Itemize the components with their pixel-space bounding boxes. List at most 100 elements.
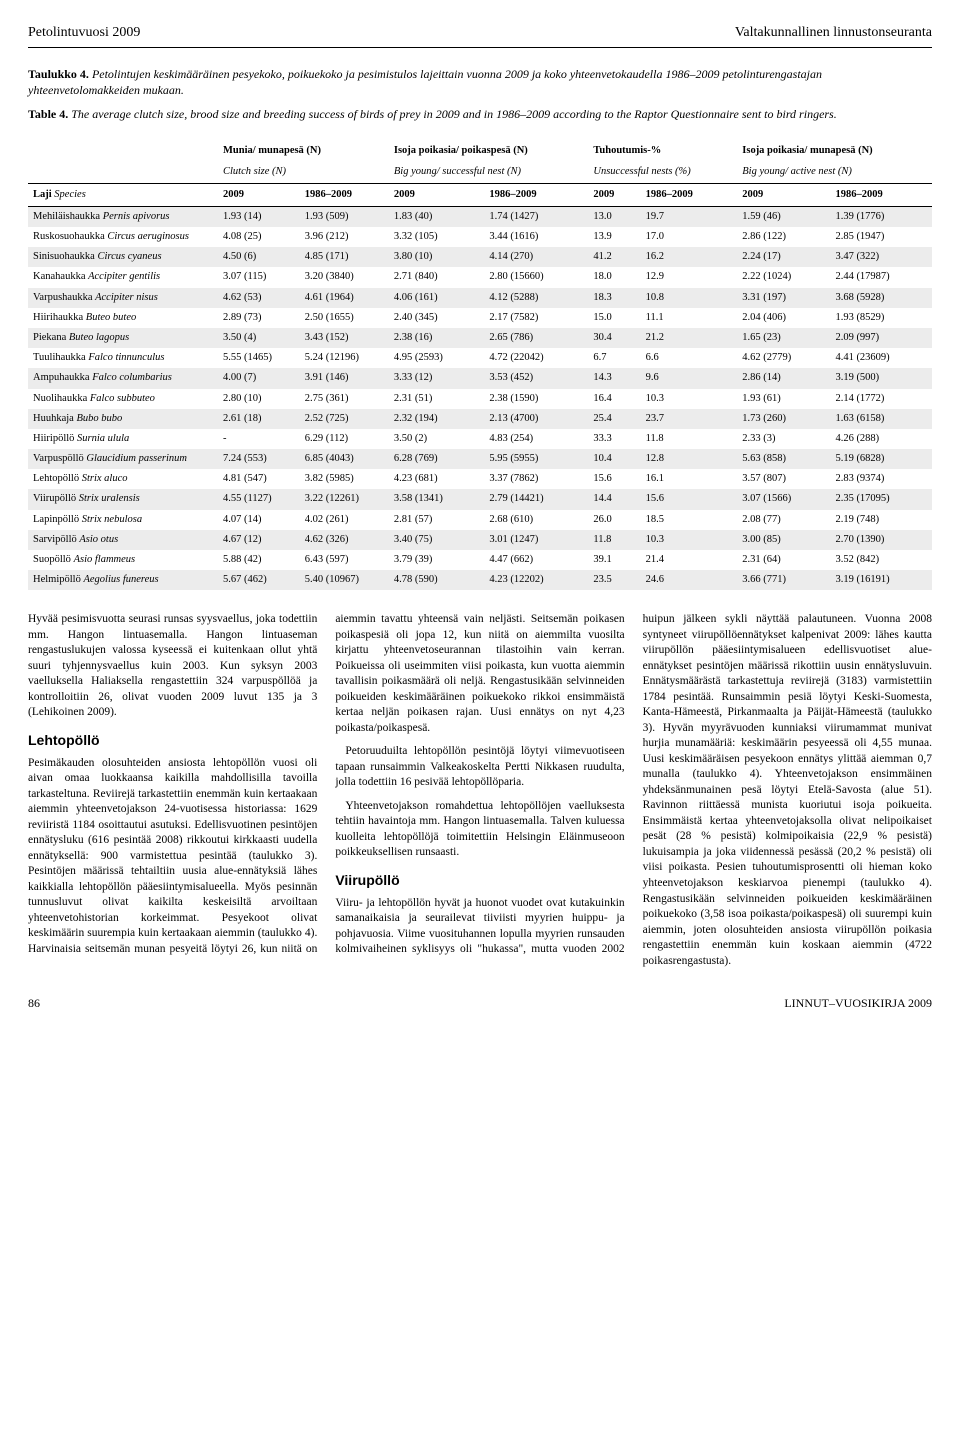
table-row: Varpuspöllö Glaucidium passerinum7.24 (5… bbox=[28, 449, 932, 469]
value-cell: 33.3 bbox=[588, 429, 640, 449]
value-cell: 2.08 (77) bbox=[737, 510, 830, 530]
value-cell: 14.3 bbox=[588, 368, 640, 388]
value-cell: 4.06 (161) bbox=[389, 288, 484, 308]
value-cell: 3.33 (12) bbox=[389, 368, 484, 388]
value-cell: 15.6 bbox=[588, 469, 640, 489]
value-cell: 16.2 bbox=[641, 247, 738, 267]
value-cell: - bbox=[218, 429, 300, 449]
species-cell: Ruskosuohaukka Circus aeruginosus bbox=[28, 227, 218, 247]
value-cell: 1.59 (46) bbox=[737, 206, 830, 227]
value-cell: 3.79 (39) bbox=[389, 550, 484, 570]
table-row: Nuolihaukka Falco subbuteo2.80 (10)2.75 … bbox=[28, 389, 932, 409]
species-cell: Tuulihaukka Falco tinnunculus bbox=[28, 348, 218, 368]
value-cell: 10.3 bbox=[641, 389, 738, 409]
heading-lehtopollo: Lehtopöllö bbox=[28, 731, 317, 750]
value-cell: 3.52 (842) bbox=[830, 550, 932, 570]
colgroup-1-fi: Isoja poikasia/ poikaspesä (N) bbox=[389, 136, 589, 161]
value-cell: 10.4 bbox=[588, 449, 640, 469]
caption-en: Table 4. The average clutch size, brood … bbox=[28, 106, 932, 122]
value-cell: 18.0 bbox=[588, 267, 640, 287]
species-cell: Varpuspöllö Glaucidium passerinum bbox=[28, 449, 218, 469]
value-cell: 3.50 (2) bbox=[389, 429, 484, 449]
value-cell: 2.32 (194) bbox=[389, 409, 484, 429]
year-col-3: 1986–2009 bbox=[484, 183, 588, 206]
colgroup-2-fi: Tuhoutumis-% bbox=[588, 136, 737, 161]
table-row: Varpushaukka Accipiter nisus4.62 (53)4.6… bbox=[28, 288, 932, 308]
year-col-0: 2009 bbox=[218, 183, 300, 206]
value-cell: 2.81 (57) bbox=[389, 510, 484, 530]
value-cell: 1.93 (8529) bbox=[830, 308, 932, 328]
table-row: Lehtopöllö Strix aluco4.81 (547)3.82 (59… bbox=[28, 469, 932, 489]
value-cell: 23.7 bbox=[641, 409, 738, 429]
value-cell: 2.83 (9374) bbox=[830, 469, 932, 489]
species-cell: Mehiläishaukka Pernis apivorus bbox=[28, 206, 218, 227]
table-row: Huuhkaja Bubo bubo2.61 (18)2.52 (725)2.3… bbox=[28, 409, 932, 429]
value-cell: 4.26 (288) bbox=[830, 429, 932, 449]
value-cell: 12.9 bbox=[641, 267, 738, 287]
value-cell: 1.65 (23) bbox=[737, 328, 830, 348]
value-cell: 3.66 (771) bbox=[737, 570, 830, 590]
species-cell: Varpushaukka Accipiter nisus bbox=[28, 288, 218, 308]
value-cell: 2.86 (122) bbox=[737, 227, 830, 247]
value-cell: 3.50 (4) bbox=[218, 328, 300, 348]
year-col-1: 1986–2009 bbox=[300, 183, 389, 206]
value-cell: 41.2 bbox=[588, 247, 640, 267]
value-cell: 10.8 bbox=[641, 288, 738, 308]
value-cell: 4.62 (2779) bbox=[737, 348, 830, 368]
value-cell: 26.0 bbox=[588, 510, 640, 530]
value-cell: 5.67 (462) bbox=[218, 570, 300, 590]
value-cell: 3.58 (1341) bbox=[389, 489, 484, 509]
value-cell: 2.35 (17095) bbox=[830, 489, 932, 509]
table-row: Mehiläishaukka Pernis apivorus1.93 (14) 1… bbox=[28, 206, 932, 227]
value-cell: 3.47 (322) bbox=[830, 247, 932, 267]
header-left: Petolintuvuosi 2009 bbox=[28, 24, 140, 43]
value-cell: 13.9 bbox=[588, 227, 640, 247]
value-cell: 4.85 (171) bbox=[300, 247, 389, 267]
value-cell: 5.55 (1465) bbox=[218, 348, 300, 368]
value-cell: 4.00 (7) bbox=[218, 368, 300, 388]
species-cell: Sarvipöllö Asio otus bbox=[28, 530, 218, 550]
value-cell: 4.62 (326) bbox=[300, 530, 389, 550]
table-row: Ampuhaukka Falco columbarius4.00 (7)3.91… bbox=[28, 368, 932, 388]
value-cell: 16.1 bbox=[641, 469, 738, 489]
value-cell: 1.93 (14) bbox=[218, 206, 300, 227]
species-cell: Hiirihaukka Buteo buteo bbox=[28, 308, 218, 328]
caption-en-text: The average clutch size, brood size and … bbox=[68, 107, 836, 121]
value-cell: 5.88 (42) bbox=[218, 550, 300, 570]
value-cell: 4.81 (547) bbox=[218, 469, 300, 489]
value-cell: 15.6 bbox=[641, 489, 738, 509]
colgroup-0-en: Clutch size (N) bbox=[218, 162, 389, 184]
value-cell: 3.82 (5985) bbox=[300, 469, 389, 489]
value-cell: 2.44 (17987) bbox=[830, 267, 932, 287]
value-cell: 3.44 (1616) bbox=[484, 227, 588, 247]
species-cell: Huuhkaja Bubo bubo bbox=[28, 409, 218, 429]
value-cell: 5.63 (858) bbox=[737, 449, 830, 469]
table-row: Piekana Buteo lagopus3.50 (4)3.43 (152)2… bbox=[28, 328, 932, 348]
page-header: Petolintuvuosi 2009 Valtakunnallinen lin… bbox=[28, 24, 932, 48]
value-cell: 2.80 (10) bbox=[218, 389, 300, 409]
value-cell: 23.5 bbox=[588, 570, 640, 590]
value-cell: 2.68 (610) bbox=[484, 510, 588, 530]
value-cell: 7.24 (553) bbox=[218, 449, 300, 469]
species-cell: Kanahaukka Accipiter gentilis bbox=[28, 267, 218, 287]
colgroup-1-en: Big young/ successful nest (N) bbox=[389, 162, 589, 184]
value-cell: 2.85 (1947) bbox=[830, 227, 932, 247]
value-cell: 2.61 (18) bbox=[218, 409, 300, 429]
value-cell: 25.4 bbox=[588, 409, 640, 429]
value-cell: 2.19 (748) bbox=[830, 510, 932, 530]
value-cell: 6.29 (112) bbox=[300, 429, 389, 449]
table-row: Hiirihaukka Buteo buteo2.89 (73)2.50 (16… bbox=[28, 308, 932, 328]
value-cell: 6.6 bbox=[641, 348, 738, 368]
footer-right: LINNUT–VUOSIKIRJA 2009 bbox=[784, 995, 932, 1011]
value-cell: 4.78 (590) bbox=[389, 570, 484, 590]
heading-viirupollo: Viirupöllö bbox=[335, 871, 624, 890]
value-cell: 1.74 (1427) bbox=[484, 206, 588, 227]
caption-fi: Taulukko 4. Petolintujen keskimääräinen … bbox=[28, 66, 932, 98]
caption-fi-lead: Taulukko 4. bbox=[28, 67, 89, 81]
value-cell: 19.7 bbox=[641, 206, 738, 227]
value-cell: 16.4 bbox=[588, 389, 640, 409]
body-text: Hyvää pesimisvuotta seurasi runsas syysv… bbox=[28, 612, 932, 969]
year-col-7: 1986–2009 bbox=[830, 183, 932, 206]
body-p0: Hyvää pesimisvuotta seurasi runsas syysv… bbox=[28, 612, 317, 721]
table-row: Sinisuohaukka Circus cyaneus4.50 (6)4.85… bbox=[28, 247, 932, 267]
